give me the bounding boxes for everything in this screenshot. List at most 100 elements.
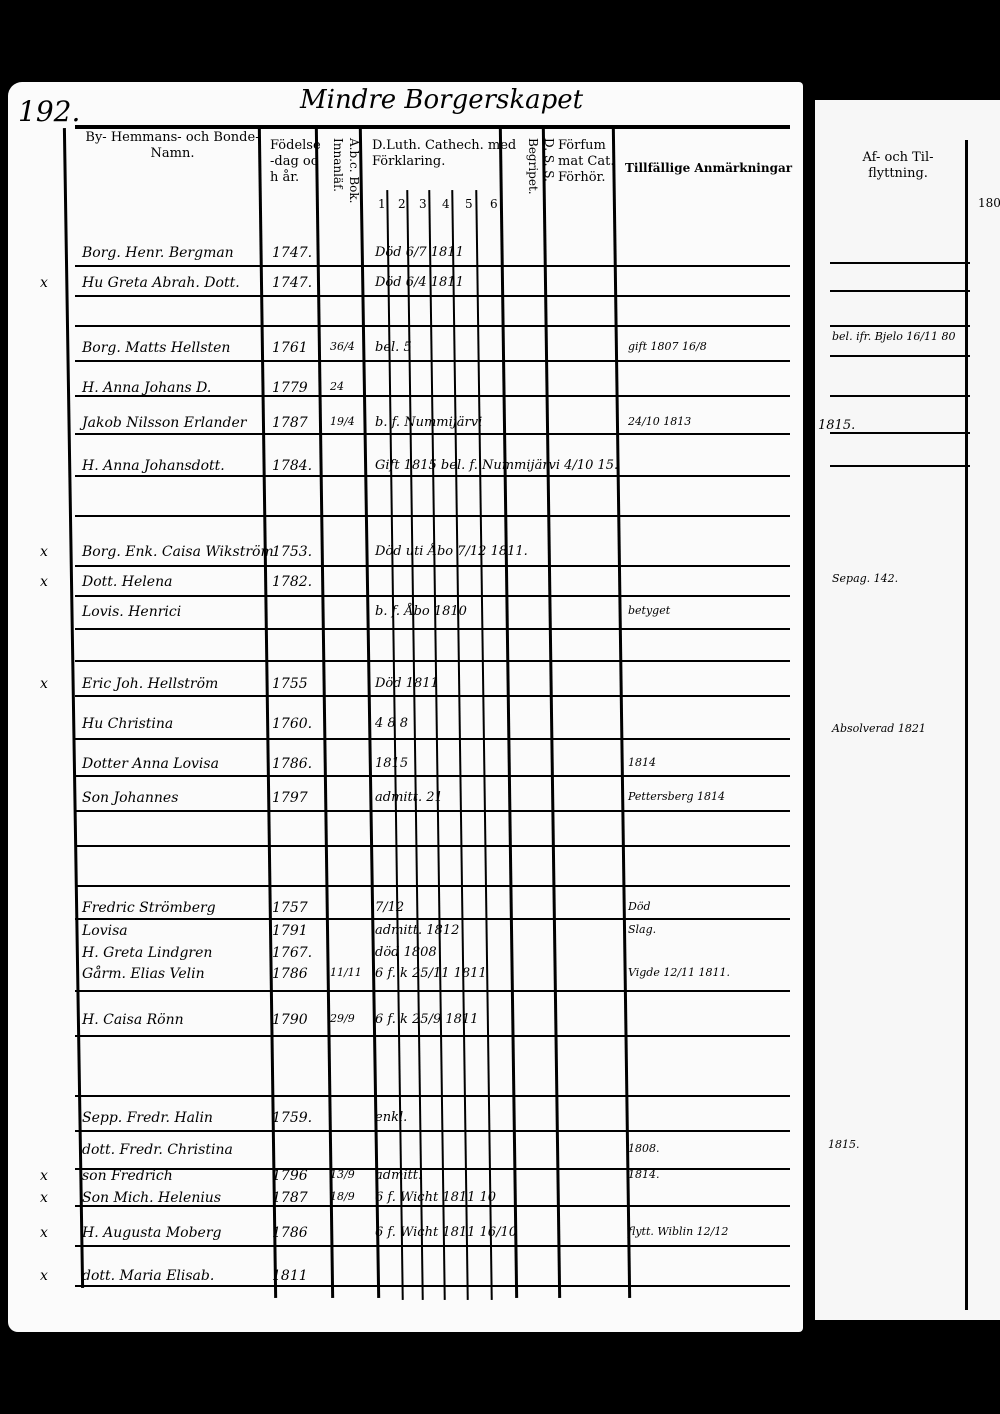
table-row: Lovisa 1791 admitt. 1812 Slag. — [0, 923, 800, 947]
header-name: By- Hemmans- och Bonde-Namn. — [85, 130, 260, 161]
header-dss: D. S. S. Begripet. — [526, 138, 556, 195]
table-row: Jakob Nilsson Erlander 1787 19/4 b. f. Numm… — [0, 415, 800, 439]
table-row: x dott. Maria Elisab. 1811 — [0, 1268, 800, 1292]
entry-name: H. Anna Johans D. — [82, 380, 212, 396]
row-rule — [830, 432, 970, 434]
entry-name: Son Mich. Helenius — [82, 1190, 222, 1206]
row-rule — [830, 325, 970, 327]
entry-catech-notes: Gift 1815 bel. f. Nummijärvi 4/10 15. — [375, 458, 619, 473]
entry-name: H. Greta Lindgren — [82, 945, 213, 961]
entry-birth-day: 24 — [330, 380, 344, 393]
table-row: x Eric Joh. Hellström 1755 Död 1811 — [0, 676, 800, 700]
catech-sub-6: 6 — [490, 197, 498, 211]
row-rule — [75, 325, 790, 327]
entry-name: Lovisa — [82, 923, 128, 939]
row-rule — [830, 290, 970, 292]
entry-birth-year: 1747. — [272, 245, 313, 261]
entry-remarks: Vigde 12/11 1811. — [628, 966, 731, 979]
catech-sub-4: 4 — [442, 197, 450, 211]
entry-catech-notes: enkl. — [375, 1110, 408, 1125]
row-rule — [75, 1285, 790, 1287]
table-row: x Dott. Helena 1782. — [0, 574, 800, 598]
entry-remarks: gift 1807 16/8 — [628, 340, 707, 353]
entry-birth-year: 1786 — [272, 966, 308, 982]
catech-sub-3: 3 — [419, 197, 427, 211]
entry-birth-year: 1767. — [272, 945, 313, 961]
entry-birth-year: 1797 — [272, 790, 308, 806]
entry-remarks: betyget — [628, 604, 671, 617]
entry-name: Borg. Matts Hellsten — [82, 340, 231, 356]
row-rule — [75, 360, 790, 362]
table-row: Sepp. Fredr. Halin 1759. enkl. — [0, 1110, 800, 1134]
table-row: x son Fredrich 1796 13/9 admitt. 1814. — [0, 1168, 800, 1192]
entry-catech-notes: Död uti Åbo 7/12 1811. — [375, 544, 528, 559]
row-rule — [75, 628, 790, 630]
row-rule — [75, 810, 790, 812]
header-missed: Förfummat Cat. Förhör. — [558, 138, 615, 185]
row-rule — [75, 1130, 790, 1132]
entry-name: H. Anna Johansdott. — [82, 458, 225, 474]
header-birth: Födelse-dag och år. — [270, 138, 321, 185]
table-row: Hu Christina 1760. 4 8 8 — [0, 716, 800, 740]
margin-mark: x — [40, 544, 48, 560]
header-remarks: Tillfällige Anmärkningar — [625, 161, 793, 175]
header-catech: D.Luth. Cathech. med Förklaring. — [372, 138, 517, 169]
entry-birth-year: 1796 — [272, 1168, 308, 1184]
row-rule — [830, 355, 970, 357]
right-note: Sepag. 142. — [832, 572, 899, 585]
table-row: H. Greta Lindgren 1767. död 1808 — [0, 945, 800, 969]
margin-mark: x — [40, 1225, 48, 1241]
row-rule — [830, 465, 970, 467]
entry-birth-year: 1787 — [272, 415, 308, 431]
row-rule — [75, 1205, 790, 1207]
entry-remarks: 1814 — [628, 756, 656, 769]
row-rule — [75, 990, 790, 992]
entry-birth-year: 1811 — [272, 1268, 308, 1284]
entry-catech-notes: 7/12 — [375, 900, 405, 915]
row-rule — [75, 918, 790, 920]
header-moves: Af- och Til- flyttning. — [862, 150, 934, 181]
row-rule — [75, 265, 790, 267]
margin-mark: x — [40, 1168, 48, 1184]
entry-name: Jakob Nilsson Erlander — [82, 415, 247, 431]
entry-birth-year: 1747. — [272, 275, 313, 291]
entry-remarks: Slag. — [628, 923, 657, 936]
row-rule — [75, 1245, 790, 1247]
right-note: Absolverad 1821 — [832, 722, 926, 735]
margin-mark: x — [40, 574, 48, 590]
table-row: Lovis. Henrici b. f. Åbo 1810 betyget — [0, 604, 800, 628]
entry-birth-year: 1784. — [272, 458, 313, 474]
entry-name: Dott. Helena — [82, 574, 173, 590]
entry-birth-day: 36/4 — [330, 340, 355, 353]
table-row: Borg. Matts Hellsten 1761 36/4 bel. 5 gift 1… — [0, 340, 800, 364]
row-rule — [75, 595, 790, 597]
header-abc: A.b.c. Bok. Innanläf. — [331, 138, 361, 204]
entry-birth-year: 1787 — [272, 1190, 308, 1206]
catech-sub-5: 5 — [465, 197, 473, 211]
entry-remarks: Pettersberg 1814 — [628, 790, 726, 803]
entry-birth-year: 1786. — [272, 756, 313, 772]
table-row: x Hu Greta Abrah. Dott. 1747. Död 6/4 1811 — [0, 275, 800, 299]
entry-catech-notes: admitt. — [375, 1168, 423, 1183]
row-rule — [830, 395, 970, 397]
entry-birth-day: 29/9 — [330, 1012, 355, 1025]
entry-birth-day: 13/9 — [330, 1168, 355, 1181]
entry-remarks: 24/10 1813 — [628, 415, 692, 428]
entry-catech-notes: b. f. Åbo 1810 — [375, 604, 467, 619]
entry-catech-notes: 6 f. k 25/11 1811 — [375, 966, 487, 981]
entry-birth-year: 1753. — [272, 544, 313, 560]
header-right-year: 180 — [978, 196, 1000, 210]
table-row: H. Anna Johans D. 1779 24 — [0, 380, 800, 404]
entry-name: Sepp. Fredr. Halin — [82, 1110, 213, 1126]
row-rule — [75, 515, 790, 517]
page-number: 192. — [18, 95, 81, 128]
entry-birth-year: 1755 — [272, 676, 308, 692]
row-rule — [830, 262, 970, 264]
entry-birth-year: 1757 — [272, 900, 308, 916]
entry-catech-notes: admitt. 21 — [375, 790, 443, 805]
entry-catech-notes: bel. 5 — [375, 340, 412, 355]
right-note: 1815. — [828, 1138, 860, 1151]
entry-name: Lovis. Henrici — [82, 604, 182, 620]
table-row: dott. Fredr. Christina 1808. — [0, 1142, 800, 1166]
row-rule — [75, 738, 790, 740]
